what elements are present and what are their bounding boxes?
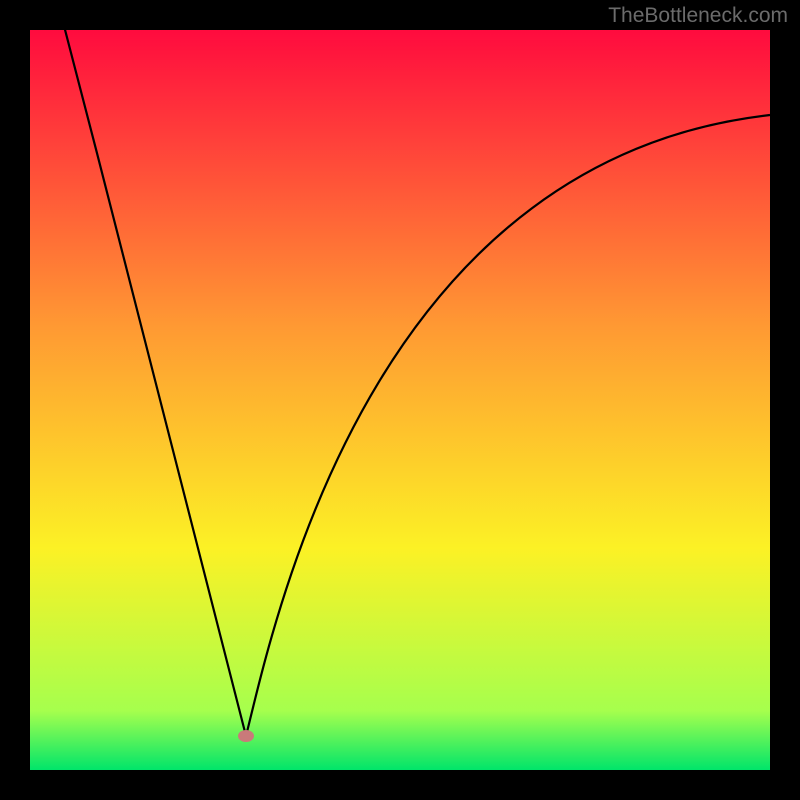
apex-marker [238, 730, 254, 742]
watermark-text: TheBottleneck.com [608, 4, 788, 28]
chart-container: TheBottleneck.com [0, 0, 800, 800]
bottleneck-curve [56, 0, 770, 736]
curve-svg [0, 0, 800, 800]
